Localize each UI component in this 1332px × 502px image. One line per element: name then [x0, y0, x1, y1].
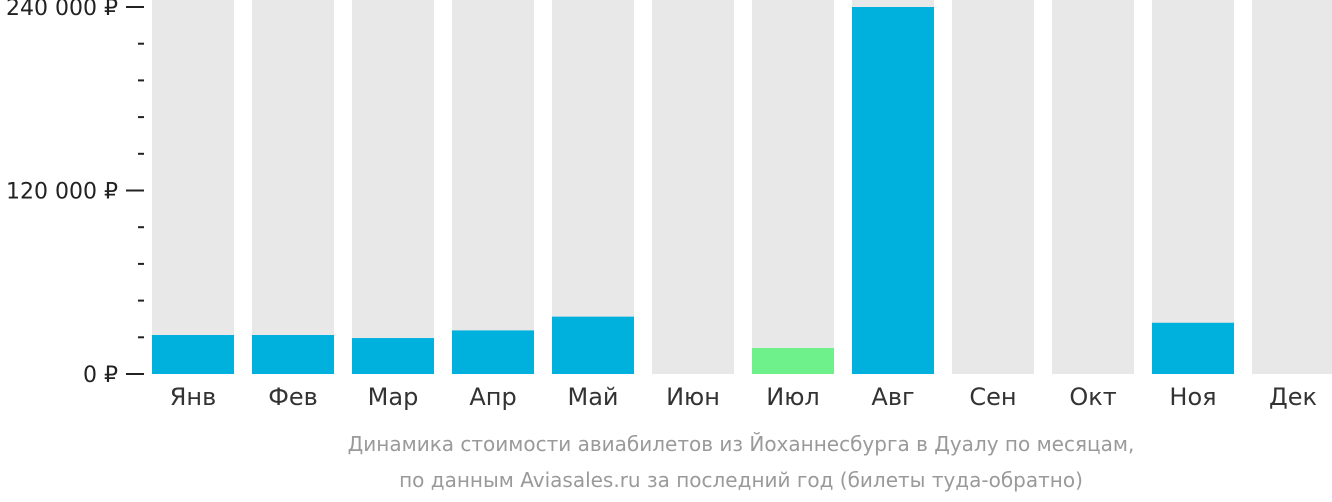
data-bars	[152, 7, 1234, 374]
x-tick-label: Мар	[368, 383, 419, 411]
background-bar-7	[752, 0, 834, 374]
background-bar-6	[652, 0, 734, 374]
y-tick-label: 240 000 ₽	[6, 0, 118, 21]
x-axis-labels: Янв Фев Мар Апр Май Июн Июл Авг Сен Окт Ноя Дек	[170, 383, 1317, 411]
background-bars	[152, 0, 1332, 374]
background-bar-9	[952, 0, 1034, 374]
x-tick-label: Авг	[871, 383, 914, 411]
background-bar-10	[1052, 0, 1134, 374]
y-axis: 0 ₽ 120 000 ₽ 240 000 ₽	[6, 0, 144, 388]
x-tick-label: Июн	[666, 383, 720, 411]
background-bar-4	[452, 0, 534, 374]
y-tick-label: 120 000 ₽	[6, 180, 118, 205]
background-bar-12	[1252, 0, 1332, 374]
bar-1[interactable]	[152, 335, 234, 374]
x-tick-label: Дек	[1269, 383, 1317, 411]
bar-8[interactable]	[852, 7, 934, 374]
background-bar-3	[352, 0, 434, 374]
background-bar-11	[1152, 0, 1234, 374]
bar-11[interactable]	[1152, 322, 1234, 374]
x-tick-label: Май	[567, 383, 618, 411]
y-tick-label: 0 ₽	[83, 363, 118, 388]
x-tick-label: Сен	[969, 383, 1016, 411]
chart-caption: Динамика стоимости авиабилетов из Йоханн…	[348, 432, 1135, 492]
bar-3[interactable]	[352, 338, 434, 374]
x-tick-label: Окт	[1069, 383, 1116, 411]
x-tick-label: Июл	[766, 383, 820, 411]
bar-4[interactable]	[452, 330, 534, 374]
x-tick-label: Фев	[268, 383, 318, 411]
x-tick-label: Янв	[170, 383, 217, 411]
caption-line-2: по данным Aviasales.ru за последний год …	[399, 468, 1083, 492]
background-bar-5	[552, 0, 634, 374]
background-bar-2	[252, 0, 334, 374]
x-tick-label: Апр	[469, 383, 516, 411]
caption-line-1: Динамика стоимости авиабилетов из Йоханн…	[348, 432, 1135, 456]
bar-5[interactable]	[552, 316, 634, 374]
bar-2[interactable]	[252, 335, 334, 374]
bar-7[interactable]	[752, 348, 834, 374]
background-bar-1	[152, 0, 234, 374]
x-tick-label: Ноя	[1169, 383, 1216, 411]
